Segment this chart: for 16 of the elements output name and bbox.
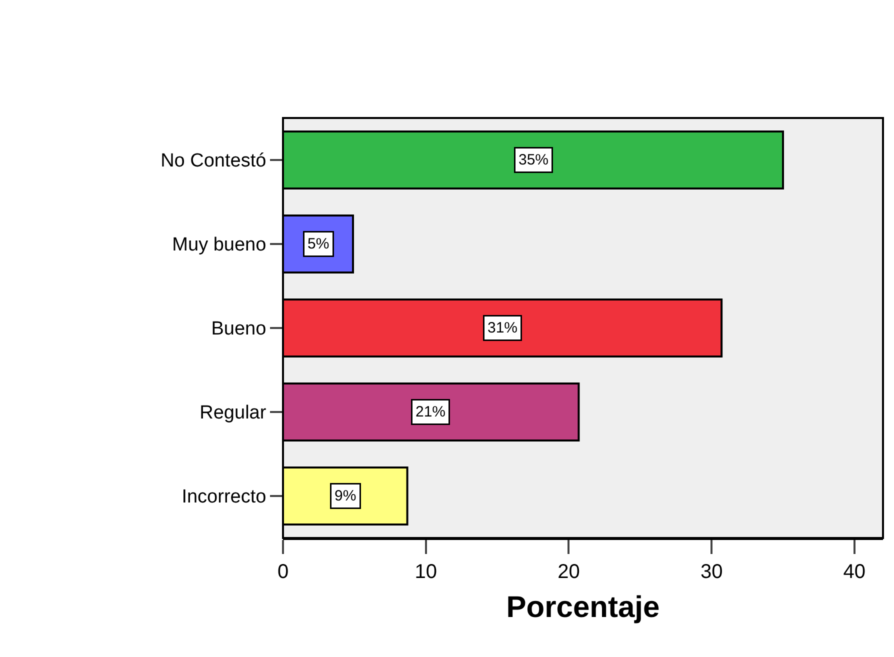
data-label: 21% — [416, 404, 446, 420]
x-axis-title: Porcentaje — [506, 591, 660, 624]
x-tick-label: 0 — [277, 561, 289, 583]
y-tick-label: Incorrecto — [182, 486, 266, 508]
y-tick-label: Muy bueno — [172, 234, 266, 256]
x-tick-label: 40 — [843, 561, 866, 583]
x-tick-label: 20 — [558, 561, 580, 583]
y-tick-label: Regular — [200, 402, 267, 424]
x-tick-label: 10 — [414, 561, 437, 583]
data-label: 35% — [518, 152, 549, 168]
data-label: 31% — [488, 320, 518, 336]
y-tick-label: Bueno — [211, 318, 266, 340]
data-label: 5% — [308, 236, 330, 252]
y-tick-label: No Contestó — [160, 150, 266, 172]
data-label: 9% — [334, 488, 356, 504]
x-tick-label: 30 — [700, 561, 723, 583]
